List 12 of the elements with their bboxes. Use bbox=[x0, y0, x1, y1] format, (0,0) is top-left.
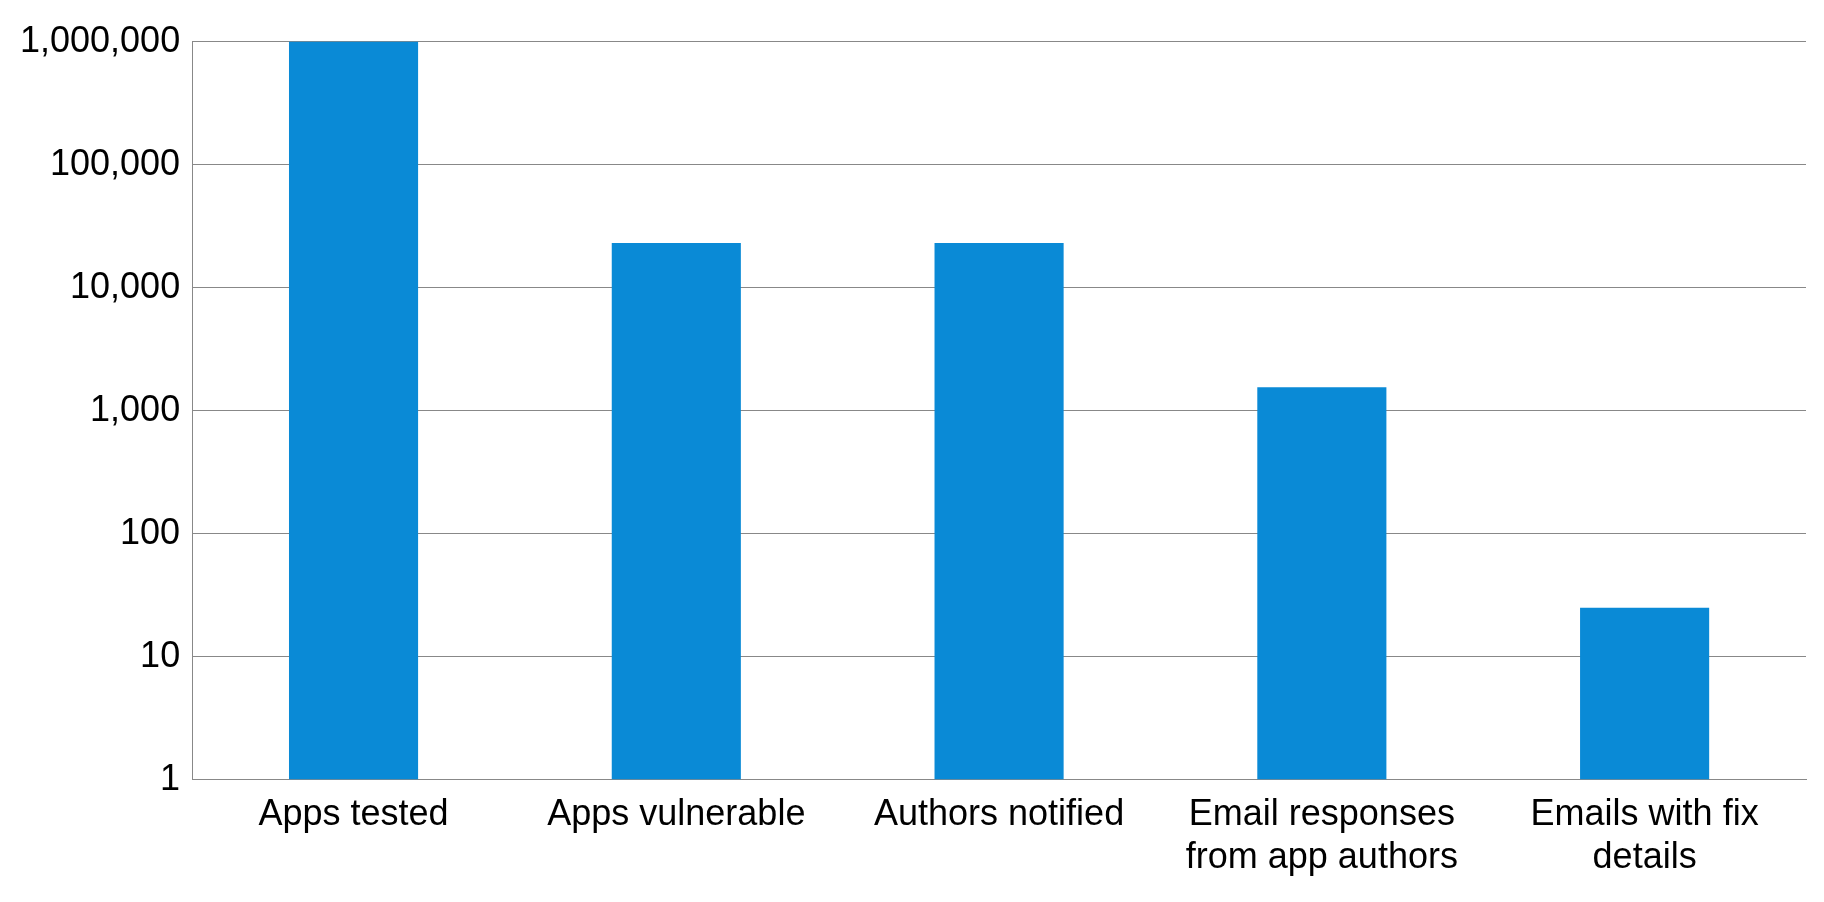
y-tick-label: 10 bbox=[140, 633, 181, 675]
x-tick-label: Authors notified bbox=[874, 792, 1125, 834]
x-tick-label: Apps tested bbox=[258, 792, 449, 834]
y-tick-label: 1 bbox=[160, 756, 181, 798]
x-tick-label: Apps vulnerable bbox=[547, 792, 806, 834]
y-tick-label: 1,000,000 bbox=[20, 18, 181, 60]
y-tick-label: 10,000 bbox=[70, 264, 181, 306]
y-tick-label: 1,000 bbox=[90, 387, 181, 429]
y-tick-label: 100 bbox=[120, 510, 181, 552]
x-tick-label: Email responses from app authors bbox=[1185, 792, 1458, 877]
y-tick-label: 100,000 bbox=[50, 141, 181, 183]
x-tick-label: Emails with fix details bbox=[1530, 792, 1759, 877]
